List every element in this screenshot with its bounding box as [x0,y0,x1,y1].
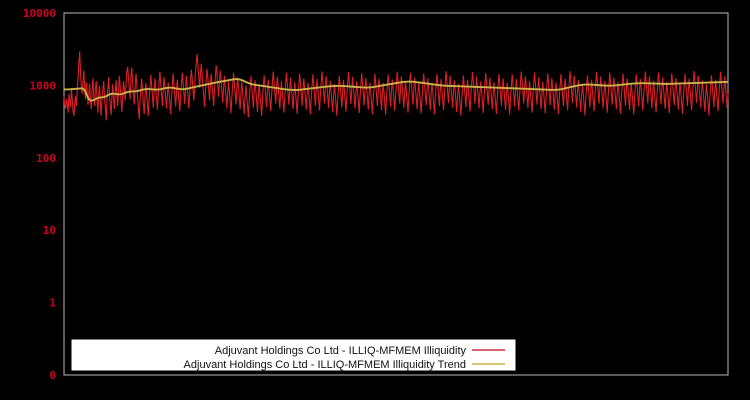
y-tick-label: 100 [36,152,56,165]
legend-label-illiquidity_trend[interactable]: Adjuvant Holdings Co Ltd - ILLIQ-MFMEM I… [184,359,466,371]
y-tick-label: 0 [49,369,56,382]
y-tick-label: 1 [49,297,56,310]
y-tick-label: 1000 [30,79,57,92]
chart-legend[interactable]: Adjuvant Holdings Co Ltd - ILLIQ-MFMEM I… [71,339,516,371]
y-tick-label: 10 [43,224,56,237]
series-illiquidity_trend [64,78,729,102]
y-tick-label: 10000 [23,7,56,20]
plot-area-border [63,12,729,376]
series-illiquidity [63,51,729,121]
legend-background [71,339,516,371]
legend-label-illiquidity[interactable]: Adjuvant Holdings Co Ltd - ILLIQ-MFMEM I… [215,345,467,357]
series-layer [63,51,729,121]
